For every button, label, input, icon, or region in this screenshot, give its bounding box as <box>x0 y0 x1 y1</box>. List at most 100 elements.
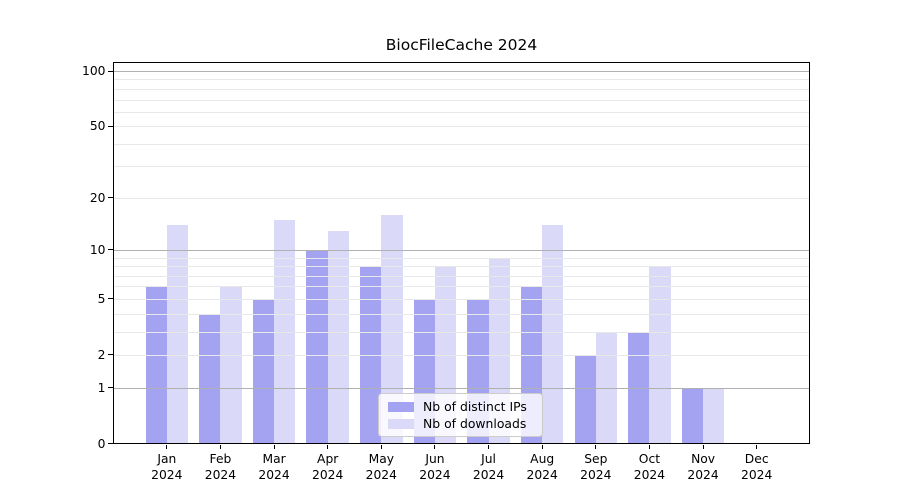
legend: Nb of distinct IPs Nb of downloads <box>378 393 543 437</box>
y-tick-mark <box>108 443 113 444</box>
x-tick-month: Jul <box>481 451 496 466</box>
legend-label-distinct-ips: Nb of distinct IPs <box>423 399 527 414</box>
x-tick-month: Apr <box>317 451 339 466</box>
x-tick-label-dec: Dec 2024 <box>727 451 787 484</box>
gridline-minor <box>113 126 810 128</box>
bar-downloads <box>381 214 403 444</box>
bar-downloads <box>274 219 296 444</box>
bar-downloads <box>542 224 564 444</box>
x-tick-year: 2024 <box>472 468 505 482</box>
y-tick-mark <box>108 298 113 300</box>
gridline-minor <box>113 88 810 90</box>
x-tick-label-nov: Nov 2024 <box>673 451 733 484</box>
legend-label-downloads: Nb of downloads <box>423 416 527 431</box>
x-tick-month: Mar <box>262 451 286 466</box>
x-tick-mark <box>488 444 490 449</box>
x-tick-month: Oct <box>638 451 661 466</box>
gridline-major <box>113 71 810 73</box>
x-tick-month: Nov <box>691 451 716 466</box>
legend-swatch-distinct-ips <box>388 401 414 412</box>
gridline-minor <box>113 354 810 356</box>
y-tick-label: 10 <box>89 242 106 257</box>
x-tick-mark <box>166 444 168 449</box>
x-tick-year: 2024 <box>580 468 612 482</box>
x-tick-year: 2024 <box>204 468 237 482</box>
bar-distinct-ips <box>252 298 275 444</box>
bar-downloads <box>220 286 242 444</box>
x-tick-year: 2024 <box>741 468 773 482</box>
x-tick-year: 2024 <box>419 468 451 482</box>
y-tick-mark <box>108 125 113 127</box>
x-tick-mark <box>541 444 543 449</box>
x-tick-label-feb: Feb 2024 <box>190 451 250 484</box>
x-tick-label-jan: Jan 2024 <box>137 451 197 484</box>
y-tick-label: 20 <box>89 190 106 205</box>
x-tick-year: 2024 <box>151 468 183 482</box>
x-tick-year: 2024 <box>365 468 397 482</box>
x-tick-month: Jan <box>157 451 177 466</box>
x-tick-mark <box>595 444 597 449</box>
gridline-minor <box>113 275 810 277</box>
bar-distinct-ips <box>199 313 221 444</box>
y-tick-mark <box>108 387 113 389</box>
bar-distinct-ips <box>145 286 167 444</box>
legend-item-distinct-ips: Nb of distinct IPs <box>388 399 533 414</box>
x-tick-year: 2024 <box>526 468 558 482</box>
y-tick-mark <box>108 70 113 72</box>
legend-item-downloads: Nb of downloads <box>388 416 533 431</box>
bar-downloads <box>166 224 189 444</box>
y-tick-label: 100 <box>82 64 106 79</box>
bar-distinct-ips <box>306 249 328 444</box>
x-tick-label-aug: Aug 2024 <box>512 451 572 484</box>
x-tick-mark <box>648 444 650 449</box>
x-tick-mark <box>434 444 436 449</box>
gridline-minor <box>113 99 810 101</box>
y-tick-mark <box>108 354 113 356</box>
x-tick-mark <box>273 444 275 449</box>
x-tick-label-mar: Mar 2024 <box>244 451 304 484</box>
x-tick-mark <box>702 444 704 449</box>
bar-distinct-ips <box>681 387 704 444</box>
x-tick-month: Aug <box>530 451 555 466</box>
x-tick-month: May <box>368 451 395 466</box>
gridline-major <box>113 387 810 389</box>
x-tick-month: Dec <box>744 451 769 466</box>
gridline-minor <box>113 79 810 81</box>
x-tick-label-oct: Oct 2024 <box>619 451 679 484</box>
bar-downloads <box>703 387 725 444</box>
x-tick-label-sep: Sep 2024 <box>566 451 626 484</box>
x-tick-year: 2024 <box>312 468 344 482</box>
y-tick-label: 1 <box>97 380 106 395</box>
gridline-minor <box>113 143 810 145</box>
gridline-minor <box>113 298 810 300</box>
bar-downloads <box>595 331 618 444</box>
y-tick-label: 0 <box>97 436 106 451</box>
x-tick-mark <box>219 444 221 449</box>
chart-title: BiocFileCache 2024 <box>385 36 538 54</box>
gridline-major <box>113 249 810 251</box>
gridline-minor <box>113 257 810 259</box>
gridline-minor <box>113 313 810 315</box>
x-tick-label-apr: Apr 2024 <box>298 451 358 484</box>
legend-swatch-downloads <box>388 418 414 429</box>
x-tick-label-jul: Jul 2024 <box>459 451 519 484</box>
gridline-minor <box>113 286 810 288</box>
x-tick-mark <box>380 444 382 449</box>
gridline-minor <box>113 166 810 168</box>
bar-downloads <box>327 230 349 444</box>
x-tick-year: 2024 <box>258 468 290 482</box>
x-tick-month: Feb <box>209 451 232 466</box>
x-tick-month: Sep <box>584 451 608 466</box>
gridline-minor <box>113 331 810 333</box>
gridline-minor <box>113 266 810 268</box>
x-tick-month: Jun <box>425 451 445 466</box>
x-tick-year: 2024 <box>687 468 719 482</box>
bar-distinct-ips <box>628 331 650 444</box>
y-tick-label: 5 <box>97 291 106 306</box>
x-tick-mark <box>327 444 329 449</box>
y-tick-label: 2 <box>97 347 106 362</box>
gridline-minor <box>113 197 810 199</box>
bar-distinct-ips <box>574 354 596 444</box>
x-tick-label-may: May 2024 <box>351 451 411 484</box>
